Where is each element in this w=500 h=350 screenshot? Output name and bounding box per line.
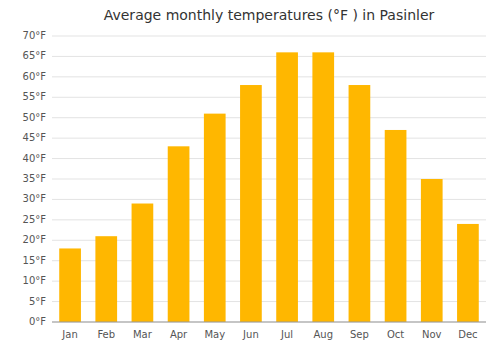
x-tick-label: Mar — [133, 329, 153, 340]
x-tick-label: Jul — [280, 329, 293, 340]
bar — [132, 204, 154, 322]
bar — [204, 114, 226, 322]
title: Average monthly temperatures (°F ) in Pa… — [104, 7, 435, 23]
y-tick-label: 55°F — [23, 91, 47, 102]
bar — [457, 224, 479, 322]
grid — [52, 36, 486, 322]
x-tick-label: Oct — [387, 329, 404, 340]
grid-line — [52, 138, 486, 139]
bar — [276, 52, 298, 322]
y-tick-label: 5°F — [29, 296, 46, 307]
chart-svg: Average monthly temperatures (°F ) in Pa… — [0, 0, 500, 350]
bar — [312, 52, 334, 322]
grid-line — [52, 117, 486, 118]
y-tick-label: 15°F — [23, 255, 47, 266]
x-tick-label: Feb — [97, 329, 115, 340]
y-tick-label: 25°F — [23, 214, 47, 225]
bar — [240, 85, 262, 322]
grid-line — [52, 76, 486, 77]
bar — [385, 130, 407, 322]
y-tick-label: 30°F — [23, 193, 47, 204]
x-tick-label: Jun — [242, 329, 259, 340]
y-tick-label: 45°F — [23, 132, 47, 143]
bar — [168, 146, 190, 322]
y-tick-label: 70°F — [23, 30, 47, 41]
chart-container: Average monthly temperatures (°F ) in Pa… — [0, 0, 500, 350]
grid-line — [52, 36, 486, 37]
x-tick-label: Apr — [170, 329, 188, 340]
bar — [349, 85, 371, 322]
grid-line — [52, 322, 486, 323]
bars — [59, 52, 479, 322]
y-tick-label: 20°F — [23, 234, 47, 245]
x-tick-label: Aug — [313, 329, 333, 340]
x-tick-label: Dec — [458, 329, 477, 340]
y-tick-label: 10°F — [23, 275, 47, 286]
y-tick-label: 50°F — [23, 112, 47, 123]
bar — [95, 236, 117, 322]
y-tick-label: 35°F — [23, 173, 47, 184]
y-tick-label: 40°F — [23, 153, 47, 164]
x-tick-label: Jan — [61, 329, 77, 340]
x-tick-label: Sep — [350, 329, 369, 340]
grid-line — [52, 158, 486, 159]
y-tick-label: 65°F — [23, 50, 47, 61]
bar — [421, 179, 443, 322]
x-axis-line — [52, 322, 486, 323]
x-tick-label: Nov — [422, 329, 442, 340]
y-axis: 0°F 5°F 10°F 15°F 20°F 25°F 30°F 35°F 40°F 45°F 50… — [23, 30, 47, 327]
y-tick-label: 0°F — [29, 316, 46, 327]
bar — [59, 248, 81, 322]
y-tick-label: 60°F — [23, 71, 47, 82]
grid-line — [52, 97, 486, 98]
x-tick-label: May — [204, 329, 225, 340]
x-axis: Jan Feb Mar Apr May Jun Jul Aug Sep Oct Nov Dec — [61, 329, 477, 340]
grid-line — [52, 56, 486, 57]
